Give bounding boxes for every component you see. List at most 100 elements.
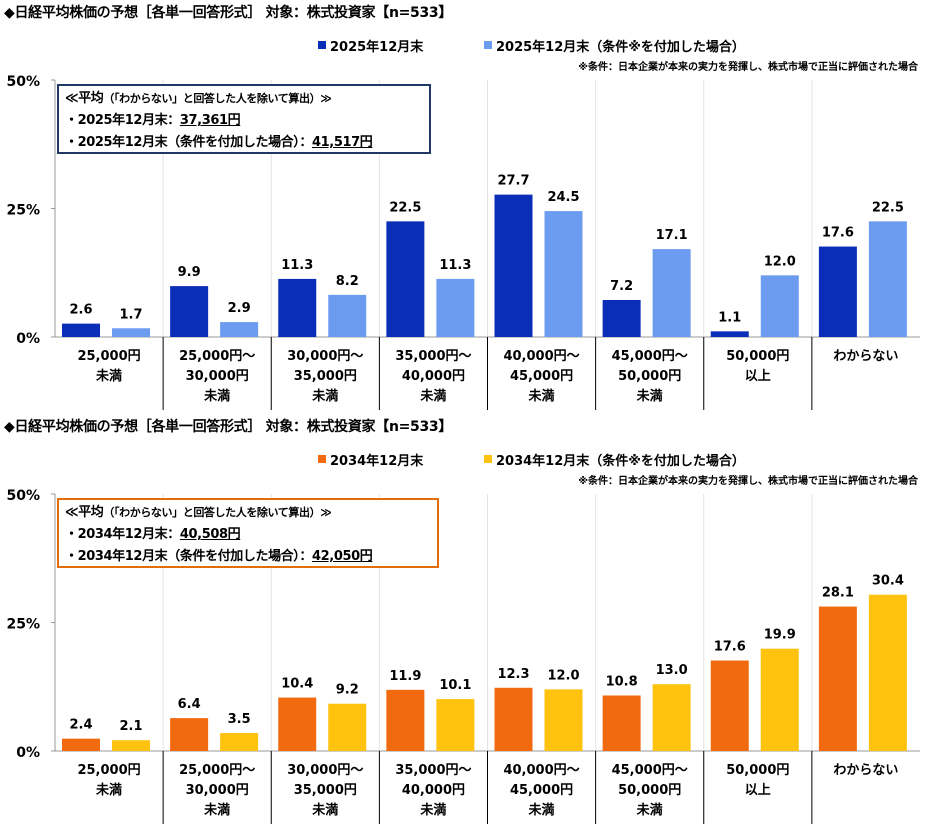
condition-note: ※条件：日本企業が本来の実力を発揮し、株式市場で正当に評価された場合 <box>578 60 919 73</box>
chart-svg: 2025年12月末 2025年12月末（条件※を付加した場合） ※条件：日本企業が本… <box>6 39 920 410</box>
data-label: 1.7 <box>119 307 142 322</box>
x-tick-label: わからない <box>833 763 898 778</box>
bar <box>62 323 100 337</box>
y-tick-label: 50% <box>6 74 40 90</box>
data-label: 10.4 <box>281 677 313 692</box>
x-tick-label: 40,000円～ <box>503 349 579 364</box>
avg-value-2: 41,517円 <box>311 135 373 150</box>
data-label: 17.1 <box>656 228 688 243</box>
data-label: 9.9 <box>178 265 201 280</box>
bar <box>278 697 317 751</box>
bar <box>112 328 150 337</box>
x-tick-label: 45,000円～ <box>612 349 688 364</box>
data-label: 27.7 <box>497 174 529 189</box>
bar <box>652 249 691 337</box>
x-tick-label: わからない <box>833 349 898 364</box>
x-tick-label: 25,000円 <box>77 349 140 364</box>
y-tick-label: 0% <box>16 331 40 347</box>
data-label: 11.9 <box>389 669 421 684</box>
x-tick-label: 35,000円～ <box>395 763 471 778</box>
bar <box>818 606 857 751</box>
avg-label-2: ・2034年12月末（条件を付加した場合）： <box>65 549 312 564</box>
y-tick-label: 50% <box>6 488 40 504</box>
data-label: 17.6 <box>714 640 746 655</box>
data-label: 22.5 <box>389 200 421 215</box>
bar <box>386 221 425 337</box>
legend-label: 2025年12月末 <box>330 39 424 55</box>
data-label: 13.0 <box>656 663 688 678</box>
data-label: 3.5 <box>228 712 251 727</box>
legend-swatch <box>484 455 492 463</box>
data-label: 12.0 <box>764 254 796 269</box>
bar <box>278 278 317 337</box>
x-tick-label: 未満 <box>311 802 338 818</box>
x-tick-label: 45,000円 <box>510 369 573 384</box>
bar <box>328 703 367 751</box>
chart-title: ◆日経平均株価の予想［各単一回答形式］ 対象：株式投資家【n=533】 <box>4 5 453 21</box>
average-info-box: ≪平均（「わからない」と回答した人を除いて算出）≫ ・2025年12月末：37,… <box>57 84 431 154</box>
x-tick-label: 未満 <box>95 368 122 384</box>
x-tick-label: 未満 <box>419 388 446 404</box>
bar <box>170 718 209 751</box>
bar <box>818 246 857 337</box>
x-tick-label: 50,000円 <box>618 369 681 384</box>
avg-label-2: ・2025年12月末（条件を付加した場合）： <box>65 135 312 150</box>
bar <box>868 594 907 751</box>
y-tick-label: 25% <box>6 203 40 219</box>
data-label: 30.4 <box>872 574 904 589</box>
x-tick-label: 以上 <box>745 369 771 384</box>
x-tick-label: 未満 <box>636 388 663 404</box>
data-label: 11.3 <box>439 258 471 273</box>
bar <box>386 689 425 751</box>
x-tick-label: 30,000円 <box>186 783 249 798</box>
data-label: 8.2 <box>336 274 359 289</box>
bar <box>112 740 150 751</box>
data-label: 12.0 <box>547 668 579 683</box>
bar <box>328 294 367 337</box>
avg-label-1: ・2034年12月末： <box>65 527 180 542</box>
bar <box>544 211 583 337</box>
x-tick-label: 未満 <box>95 782 122 798</box>
avg-value-2: 42,050円 <box>311 549 373 564</box>
data-label: 17.6 <box>822 226 854 241</box>
x-tick-label: 25,000円 <box>77 763 140 778</box>
avg-value-1: 40,508円 <box>179 527 241 542</box>
data-label: 12.3 <box>497 667 529 682</box>
x-tick-label: 40,000円 <box>402 369 465 384</box>
data-label: 22.5 <box>872 200 904 215</box>
condition-note: ※条件：日本企業が本来の実力を発揮し、株式市場で正当に評価された場合 <box>578 474 919 487</box>
x-tick-label: 35,000円 <box>294 783 357 798</box>
x-tick-label: 未満 <box>203 388 230 404</box>
legend-swatch <box>484 41 492 49</box>
data-label: 7.2 <box>610 279 633 294</box>
data-label: 6.4 <box>178 697 201 712</box>
bar <box>220 733 259 751</box>
bar <box>652 684 691 751</box>
x-tick-label: 45,000円 <box>510 783 573 798</box>
x-tick-label: 以上 <box>745 783 771 798</box>
data-label: 10.1 <box>439 678 471 693</box>
data-label: 2.4 <box>69 718 92 733</box>
x-tick-label: 未満 <box>528 802 555 818</box>
x-tick-label: 25,000円～ <box>179 349 255 364</box>
legend-label: 2034年12月末 <box>330 453 424 469</box>
legend-label: 2025年12月末（条件※を付加した場合） <box>496 39 745 55</box>
bar <box>220 322 259 337</box>
x-tick-label: 40,000円～ <box>503 763 579 778</box>
data-label: 1.1 <box>718 310 741 325</box>
chart-2025: 2025年12月末 2025年12月末（条件※を付加した場合） ※条件：日本企業が本… <box>0 0 940 415</box>
bar <box>760 275 799 337</box>
data-label: 24.5 <box>547 190 579 205</box>
bar <box>62 738 100 751</box>
x-tick-label: 未満 <box>311 388 338 404</box>
data-label: 28.1 <box>822 586 854 601</box>
bar <box>436 278 475 337</box>
legend-swatch <box>318 41 326 49</box>
y-tick-label: 25% <box>6 617 40 633</box>
legend-swatch <box>318 455 326 463</box>
data-label: 2.6 <box>69 303 92 318</box>
avg-label-1: ・2025年12月末： <box>65 113 180 128</box>
x-tick-label: 30,000円 <box>186 369 249 384</box>
box-heading: ≪平均 <box>65 91 104 106</box>
x-tick-label: 30,000円～ <box>287 349 363 364</box>
